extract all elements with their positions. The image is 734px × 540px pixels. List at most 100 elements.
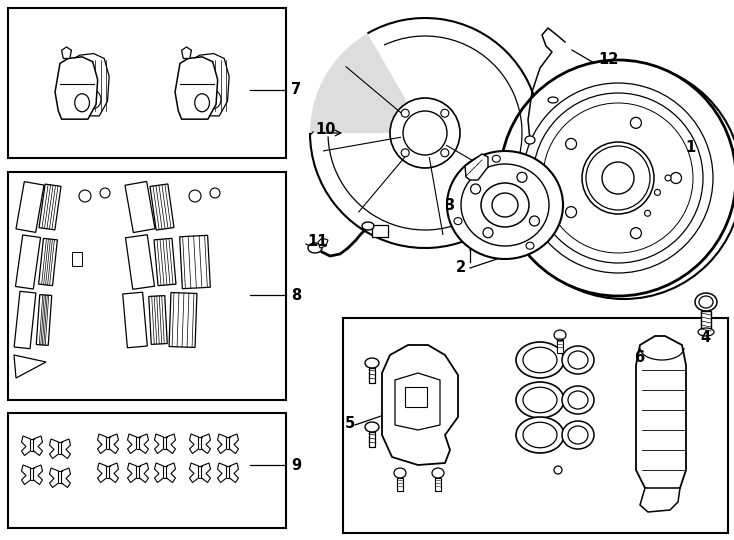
Polygon shape: [55, 57, 98, 119]
Polygon shape: [125, 181, 155, 233]
Polygon shape: [310, 33, 425, 133]
Polygon shape: [154, 463, 164, 483]
Polygon shape: [181, 47, 192, 58]
Text: 1: 1: [685, 140, 695, 156]
Polygon shape: [318, 238, 328, 248]
Polygon shape: [189, 463, 198, 483]
Polygon shape: [109, 463, 118, 483]
Polygon shape: [62, 47, 71, 58]
Text: 10: 10: [315, 123, 335, 138]
Ellipse shape: [441, 149, 448, 157]
Ellipse shape: [516, 342, 564, 378]
Polygon shape: [230, 434, 239, 454]
Ellipse shape: [516, 417, 564, 453]
Polygon shape: [21, 465, 31, 484]
Ellipse shape: [189, 190, 201, 202]
Polygon shape: [189, 434, 198, 454]
Polygon shape: [217, 434, 227, 454]
Ellipse shape: [665, 175, 671, 181]
Bar: [8, 8, 286, 158]
Text: 3: 3: [444, 198, 454, 213]
Polygon shape: [395, 373, 440, 430]
Ellipse shape: [670, 172, 681, 184]
Polygon shape: [123, 292, 148, 348]
Ellipse shape: [568, 391, 588, 409]
Polygon shape: [150, 184, 174, 230]
Polygon shape: [139, 434, 148, 454]
Polygon shape: [62, 439, 70, 458]
Ellipse shape: [655, 190, 661, 195]
Ellipse shape: [562, 346, 594, 374]
Polygon shape: [154, 238, 176, 286]
Polygon shape: [186, 53, 229, 116]
Ellipse shape: [86, 91, 101, 109]
Ellipse shape: [492, 193, 518, 217]
Ellipse shape: [562, 386, 594, 414]
Ellipse shape: [401, 149, 409, 157]
Polygon shape: [98, 434, 106, 454]
Ellipse shape: [75, 94, 90, 112]
Ellipse shape: [365, 358, 379, 368]
Bar: [8, 413, 286, 528]
Ellipse shape: [195, 94, 209, 112]
Ellipse shape: [586, 146, 650, 210]
Polygon shape: [49, 439, 59, 458]
Ellipse shape: [447, 151, 563, 259]
Polygon shape: [67, 53, 109, 116]
Polygon shape: [109, 434, 118, 454]
Polygon shape: [21, 436, 31, 456]
Ellipse shape: [523, 387, 557, 413]
Polygon shape: [167, 434, 175, 454]
Polygon shape: [62, 468, 70, 488]
Polygon shape: [36, 295, 51, 346]
Ellipse shape: [562, 421, 594, 449]
Ellipse shape: [506, 63, 734, 299]
Polygon shape: [39, 184, 61, 230]
Ellipse shape: [517, 172, 527, 183]
Polygon shape: [175, 57, 218, 119]
Ellipse shape: [470, 184, 481, 194]
Bar: [8, 172, 286, 400]
Text: 8: 8: [291, 287, 301, 302]
Bar: [72, 252, 82, 266]
Bar: [405, 387, 427, 407]
Ellipse shape: [695, 293, 717, 311]
Polygon shape: [202, 463, 211, 483]
Ellipse shape: [500, 60, 734, 296]
Ellipse shape: [568, 426, 588, 444]
Ellipse shape: [548, 97, 558, 103]
Ellipse shape: [631, 228, 642, 239]
Ellipse shape: [602, 162, 634, 194]
Ellipse shape: [461, 164, 549, 246]
Polygon shape: [397, 478, 403, 491]
Ellipse shape: [523, 347, 557, 373]
Ellipse shape: [525, 136, 535, 144]
Polygon shape: [128, 434, 137, 454]
Text: 9: 9: [291, 457, 301, 472]
Ellipse shape: [582, 142, 654, 214]
Text: 2: 2: [456, 260, 466, 275]
Text: 7: 7: [291, 83, 301, 98]
Polygon shape: [640, 488, 680, 512]
Polygon shape: [126, 235, 155, 289]
Text: 6: 6: [634, 350, 644, 366]
Polygon shape: [169, 293, 197, 347]
Polygon shape: [98, 463, 106, 483]
Polygon shape: [149, 295, 167, 345]
Ellipse shape: [568, 351, 588, 369]
Ellipse shape: [631, 117, 642, 129]
Polygon shape: [636, 336, 686, 495]
Ellipse shape: [699, 296, 713, 308]
Ellipse shape: [529, 216, 539, 226]
Bar: [343, 318, 728, 533]
Polygon shape: [139, 463, 148, 483]
Ellipse shape: [390, 98, 460, 168]
Ellipse shape: [403, 111, 447, 155]
Polygon shape: [369, 432, 375, 447]
Ellipse shape: [432, 468, 444, 478]
Polygon shape: [15, 235, 40, 289]
Ellipse shape: [554, 330, 566, 340]
Polygon shape: [14, 355, 46, 378]
Polygon shape: [435, 478, 441, 491]
Polygon shape: [14, 291, 36, 349]
